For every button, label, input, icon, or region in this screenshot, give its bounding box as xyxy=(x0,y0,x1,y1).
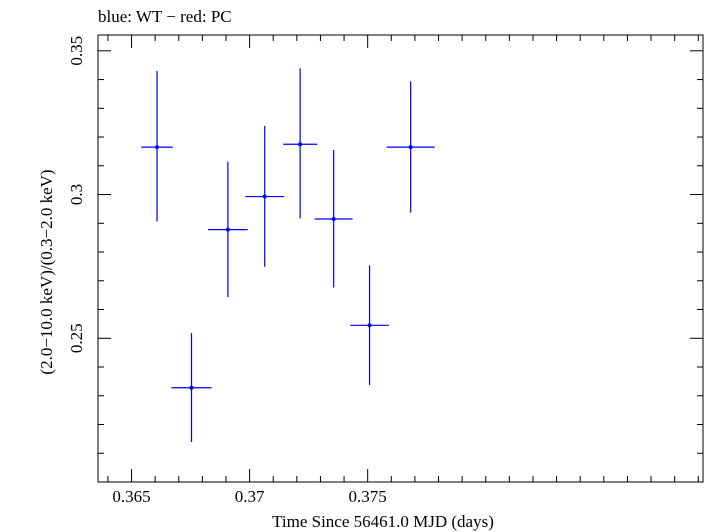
major-ticks xyxy=(98,35,703,482)
data-marker xyxy=(368,323,372,327)
data-point xyxy=(208,162,248,297)
data-point xyxy=(171,333,211,442)
x-tick-label: 0.375 xyxy=(349,487,387,506)
data-point xyxy=(315,150,353,288)
y-tick-label: 0.25 xyxy=(67,323,86,353)
data-point xyxy=(283,68,317,218)
x-tick-labels: 0.365 0.37 0.375 xyxy=(112,487,386,506)
plot-frame xyxy=(98,35,703,482)
data-point xyxy=(350,266,389,386)
y-tick-label: 0.3 xyxy=(67,184,86,205)
data-point xyxy=(387,81,435,212)
data-marker xyxy=(409,145,413,149)
x-tick-label: 0.37 xyxy=(235,487,265,506)
y-tick-labels: 0.25 0.3 0.35 xyxy=(67,36,86,353)
data-marker xyxy=(190,386,194,390)
data-marker xyxy=(155,145,159,149)
data-point xyxy=(141,71,173,222)
chart-title: blue: WT − red: PC xyxy=(98,7,232,26)
data-marker xyxy=(332,217,336,221)
y-axis-label: (2.0−10.0 keV)/(0.3−2.0 keV) xyxy=(37,169,56,374)
data-marker xyxy=(298,142,302,146)
x-tick-label: 0.365 xyxy=(112,487,150,506)
data-layer xyxy=(141,68,435,442)
data-marker xyxy=(226,228,230,232)
x-axis-label: Time Since 56461.0 MJD (days) xyxy=(272,512,494,531)
data-marker xyxy=(263,195,267,199)
y-tick-label: 0.35 xyxy=(67,36,86,66)
minor-ticks xyxy=(98,35,703,482)
data-point xyxy=(245,126,284,267)
